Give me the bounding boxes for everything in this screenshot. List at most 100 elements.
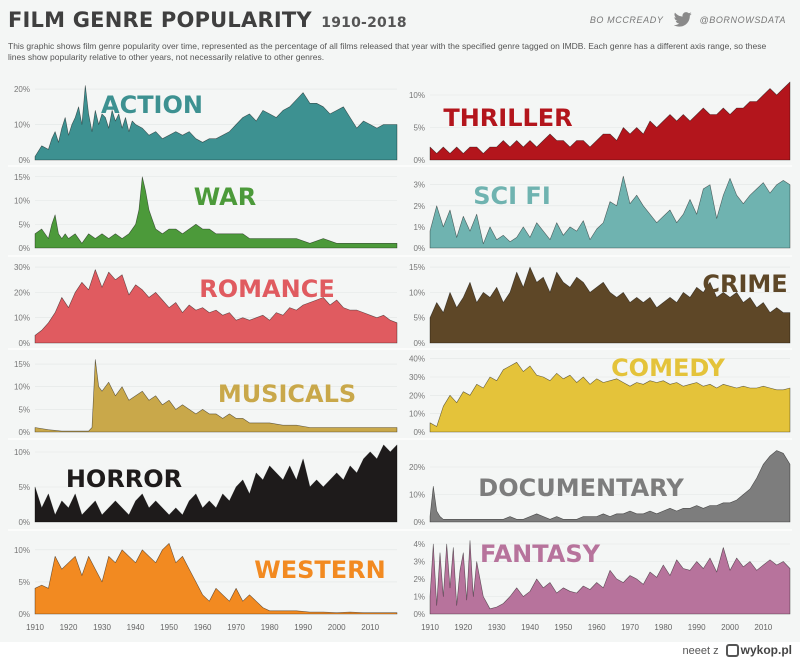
fantasy-y-tick-label: 3% [413, 558, 425, 567]
fantasy-y-tick-label: 2% [413, 575, 425, 584]
right-x-tick-label: 1970 [621, 623, 639, 632]
title-text: FILM GENRE POPULARITY [8, 8, 312, 32]
sci-fi-y-tick-label: 3% [413, 181, 425, 190]
crime-y-tick-label: 5% [413, 314, 425, 323]
right-x-tick-label: 1960 [588, 623, 606, 632]
right-x-tick-label: 2010 [754, 623, 772, 632]
musicals-genre-label: MUSICALS [218, 380, 356, 408]
crime-y-tick-label: 15% [409, 263, 425, 272]
fantasy-area [429, 540, 791, 615]
author-name: BO MCCREADY [589, 15, 664, 25]
sci-fi-y-tick-label: 1% [413, 223, 425, 232]
horror-genre-label: HORROR [66, 465, 182, 493]
comedy-genre-label: COMEDY [611, 354, 725, 382]
left-x-tick-label: 2000 [328, 623, 346, 632]
fantasy-y-tick-label: 4% [413, 540, 425, 549]
right-x-tick-label: 1940 [521, 623, 539, 632]
war-y-tick-label: 15% [14, 173, 30, 182]
action-y-tick-label: 20% [14, 85, 30, 94]
right-x-tick-label: 1920 [454, 623, 472, 632]
documentary-y-tick-label: 0% [413, 518, 425, 527]
western-y-tick-label: 10% [14, 546, 30, 555]
right-x-tick-label: 1930 [488, 623, 506, 632]
left-x-tick-label: 1920 [60, 623, 78, 632]
thriller-y-tick-label: 10% [409, 91, 425, 100]
musicals-y-tick-label: 5% [18, 405, 30, 414]
action-y-tick-label: 0% [18, 156, 30, 165]
war-y-tick-label: 0% [18, 244, 30, 253]
documentary-y-tick-label: 10% [409, 491, 425, 500]
western-y-tick-label: 5% [18, 578, 30, 587]
footer-word: z [713, 645, 719, 657]
action-y-tick-label: 10% [14, 121, 30, 130]
comedy-y-tick-label: 10% [409, 410, 425, 419]
subtitle: This graphic shows film genre popularity… [8, 41, 767, 62]
page-title: FILM GENRE POPULARITY 1910-2018 [8, 8, 407, 32]
crime-y-tick-label: 10% [409, 288, 425, 297]
war-y-tick-label: 10% [14, 197, 30, 206]
horror-y-tick-label: 0% [18, 518, 30, 527]
action-area [34, 85, 398, 161]
musicals-y-tick-label: 0% [18, 428, 30, 437]
fantasy-y-tick-label: 0% [413, 610, 425, 619]
sci-fi-y-tick-label: 0% [413, 244, 425, 253]
thriller-area [429, 81, 791, 161]
footer-bar: neeet z wykop.pl [0, 642, 800, 660]
left-x-tick-label: 1940 [127, 623, 145, 632]
left-x-tick-label: 1930 [93, 623, 111, 632]
left-x-tick-label: 2010 [361, 623, 379, 632]
thriller-genre-label: THRILLER [443, 104, 572, 132]
left-x-tick-label: 1980 [261, 623, 279, 632]
left-x-tick-label: 1990 [294, 623, 312, 632]
action-genre-label: ACTION [101, 91, 203, 119]
musicals-y-tick-label: 15% [14, 360, 30, 369]
war-area [34, 176, 398, 249]
right-x-tick-label: 1910 [421, 623, 439, 632]
horror-area [34, 444, 398, 523]
musicals-y-tick-label: 10% [14, 383, 30, 392]
crime-y-tick-label: 0% [413, 339, 425, 348]
right-x-tick-label: 2000 [721, 623, 739, 632]
war-genre-label: WAR [194, 183, 256, 211]
thriller-y-tick-label: 5% [413, 124, 425, 133]
crime-area [429, 266, 791, 344]
footer-credit: neeet z wykop.pl [682, 643, 792, 657]
genre-charts: 0% 10% 20% ACTION 0% 5% 10% THRILLER 0% 5% 10% 15% W… [8, 81, 792, 632]
right-x-tick-label: 1990 [688, 623, 706, 632]
comedy-area [429, 362, 791, 433]
documentary-y-tick-label: 20% [409, 463, 425, 472]
sci-fi-area [429, 175, 791, 249]
footer-site: wykop.pl [740, 643, 792, 657]
western-y-tick-label: 0% [18, 610, 30, 619]
footer-user: neeet [682, 645, 711, 657]
title-years: 1910-2018 [321, 15, 407, 31]
fantasy-genre-label: FANTASY [480, 540, 601, 568]
comedy-y-tick-label: 40% [409, 355, 425, 364]
left-x-tick-label: 1970 [227, 623, 245, 632]
left-x-tick-label: 1950 [160, 623, 178, 632]
twitter-bird-icon [674, 12, 693, 27]
western-genre-label: WESTERN [254, 556, 385, 584]
romance-area [34, 269, 398, 344]
war-y-tick-label: 5% [18, 220, 30, 229]
left-x-tick-label: 1910 [26, 623, 44, 632]
right-x-tick-label: 1980 [654, 623, 672, 632]
musicals-area [34, 359, 398, 433]
wykop-logo-icon [725, 644, 739, 657]
horror-y-tick-label: 5% [18, 483, 30, 492]
comedy-y-tick-label: 30% [409, 373, 425, 382]
romance-y-tick-label: 20% [14, 288, 30, 297]
right-x-tick-label: 1950 [554, 623, 572, 632]
sci-fi-y-tick-label: 2% [413, 202, 425, 211]
crime-genre-label: CRIME [702, 270, 787, 298]
documentary-area [429, 450, 791, 523]
left-x-tick-label: 1960 [194, 623, 212, 632]
comedy-y-tick-label: 0% [413, 428, 425, 437]
twitter-handle: @BORNOWSDATA [699, 15, 786, 25]
romance-y-tick-label: 0% [18, 339, 30, 348]
western-area [34, 543, 398, 615]
romance-genre-label: ROMANCE [199, 275, 334, 303]
credits: BO MCCREADY @BORNOWSDATA [590, 12, 786, 27]
fantasy-y-tick-label: 1% [413, 593, 425, 602]
romance-y-tick-label: 30% [14, 263, 30, 272]
